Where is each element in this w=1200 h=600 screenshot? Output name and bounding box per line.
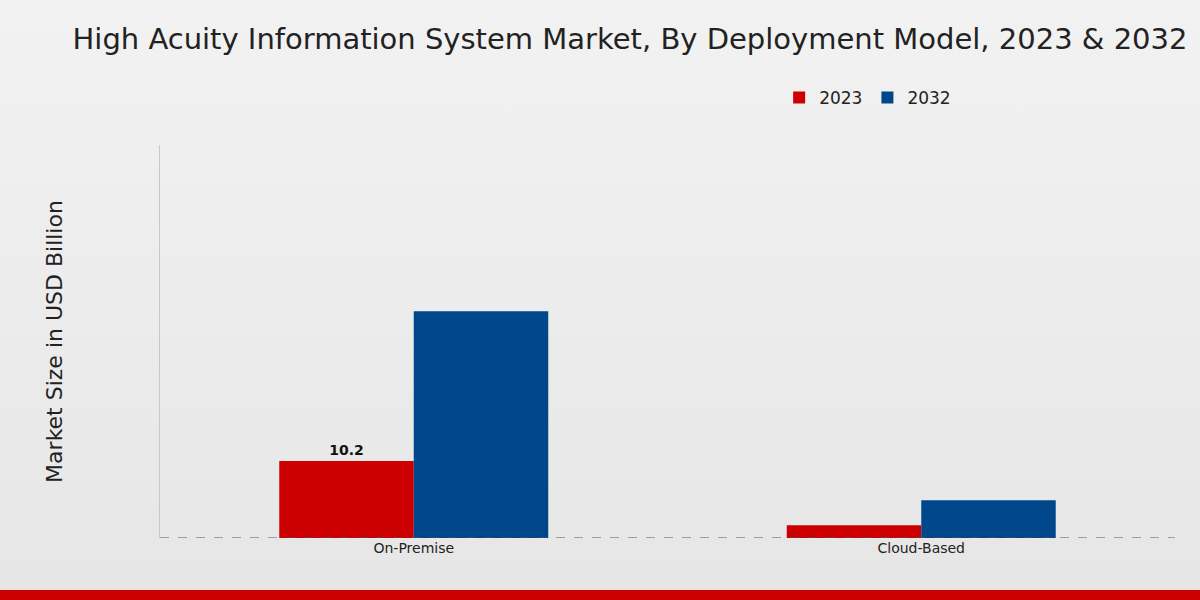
svg-text:Market Size in USD Billion: Market Size in USD Billion [42, 200, 67, 483]
svg-text:2032: 2032 [907, 88, 950, 108]
svg-text:10.2: 10.2 [329, 442, 364, 458]
svg-text:On-Premise: On-Premise [373, 540, 454, 556]
svg-text:Cloud-Based: Cloud-Based [877, 540, 965, 556]
svg-text:2023: 2023 [819, 88, 862, 108]
svg-text:High Acuity Information System: High Acuity Information System Market, B… [73, 22, 1188, 56]
